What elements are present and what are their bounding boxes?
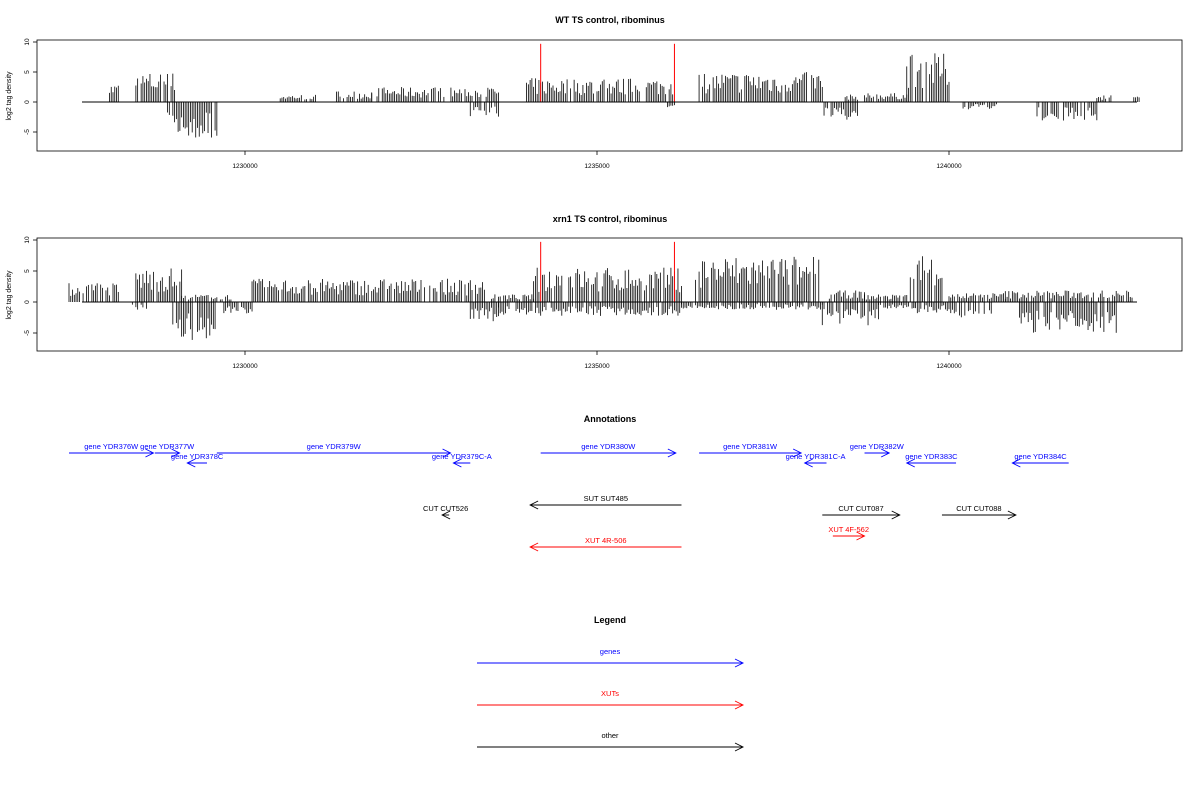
feature-label: gene YDR378C <box>171 452 224 461</box>
y-tick-label: -5 <box>24 330 31 336</box>
xrn1-coverage-panel: xrn1 TS control, ribominus log2 tag dens… <box>6 214 1183 370</box>
feature-arrow <box>803 458 827 468</box>
x-tick-label: 1235000 <box>584 163 610 170</box>
y-axis: 10 5 0 -5 <box>24 236 37 336</box>
feature-arrow <box>441 510 451 520</box>
y-tick-label: 10 <box>24 236 31 244</box>
feature-arrow <box>529 542 682 552</box>
y-axis-label: log2 tag density <box>6 270 13 320</box>
feature-label: CUT CUT526 <box>423 504 468 513</box>
feature-arrow <box>832 531 866 541</box>
annotations-title: Annotations <box>584 414 637 424</box>
legend-label: genes <box>600 647 621 656</box>
x-tick-label: 1230000 <box>232 363 258 370</box>
plot-frame <box>36 237 1183 352</box>
y-axis: 10 5 0 -5 <box>24 38 37 135</box>
y-axis-label: log2 tag density <box>6 71 13 121</box>
panel-title: WT TS control, ribominus <box>555 15 665 25</box>
coverage-bars <box>68 256 1133 340</box>
x-tick-label: 1230000 <box>232 163 258 170</box>
feature-arrow <box>452 458 471 468</box>
legend: genes XUTs other <box>477 647 745 752</box>
feature-arrow <box>69 448 155 458</box>
feature-arrow <box>154 448 181 458</box>
feature-arrow <box>216 448 452 458</box>
x-axis: 1230000 1235000 1240000 <box>232 351 962 370</box>
legend-arrow <box>477 700 745 710</box>
feature-label: gene YDR379W <box>307 442 362 451</box>
legend-arrow <box>477 658 745 668</box>
feature-arrow <box>941 510 1017 520</box>
feature-label: gene YDR384C <box>1014 452 1067 461</box>
feature-arrow <box>1011 458 1069 468</box>
y-tick-label: 0 <box>24 300 31 304</box>
feature-label: SUT SUT485 <box>584 494 628 503</box>
y-tick-label: 0 <box>24 100 31 104</box>
feature-label: gene YDR380W <box>581 442 636 451</box>
feature-label: gene YDR381W <box>723 442 778 451</box>
feature-label: gene YDR376W <box>84 442 139 451</box>
feature-label: gene YDR381C-A <box>786 452 846 461</box>
x-tick-label: 1240000 <box>936 163 962 170</box>
wt-coverage-panel: WT TS control, ribominus log2 tag densit… <box>6 15 1183 170</box>
feature-arrow <box>905 458 957 468</box>
red-markers <box>540 241 675 302</box>
coverage-bars <box>109 53 1140 138</box>
y-tick-label: -5 <box>24 129 31 135</box>
feature-arrow <box>864 448 891 458</box>
feature-arrow <box>822 510 901 520</box>
feature-label: gene YDR382W <box>850 442 905 451</box>
feature-arrow <box>186 458 207 468</box>
feature-label: XUT 4F-562 <box>828 525 869 534</box>
x-tick-label: 1235000 <box>584 363 610 370</box>
legend-label: other <box>601 731 619 740</box>
feature-label: CUT CUT087 <box>838 504 883 513</box>
y-tick-label: 5 <box>24 269 31 273</box>
feature-label: CUT CUT088 <box>956 504 1001 513</box>
feature-label: gene YDR377W <box>140 442 195 451</box>
legend-label: XUTs <box>601 689 619 698</box>
y-tick-label: 10 <box>24 38 31 46</box>
x-axis: 1230000 1235000 1240000 <box>232 151 962 170</box>
feature-arrow <box>540 448 677 458</box>
feature-label: XUT 4R-506 <box>585 536 627 545</box>
panel-title: xrn1 TS control, ribominus <box>553 214 668 224</box>
feature-arrow <box>529 500 682 510</box>
y-tick-label: 5 <box>24 70 31 74</box>
plot-frame <box>36 39 1183 152</box>
feature-label: gene YDR379C-A <box>432 452 492 461</box>
x-tick-label: 1240000 <box>936 363 962 370</box>
feature-label: gene YDR383C <box>905 452 958 461</box>
feature-arrow <box>699 448 803 458</box>
legend-arrow <box>477 742 745 752</box>
red-markers <box>540 43 675 102</box>
legend-title: Legend <box>594 615 626 625</box>
